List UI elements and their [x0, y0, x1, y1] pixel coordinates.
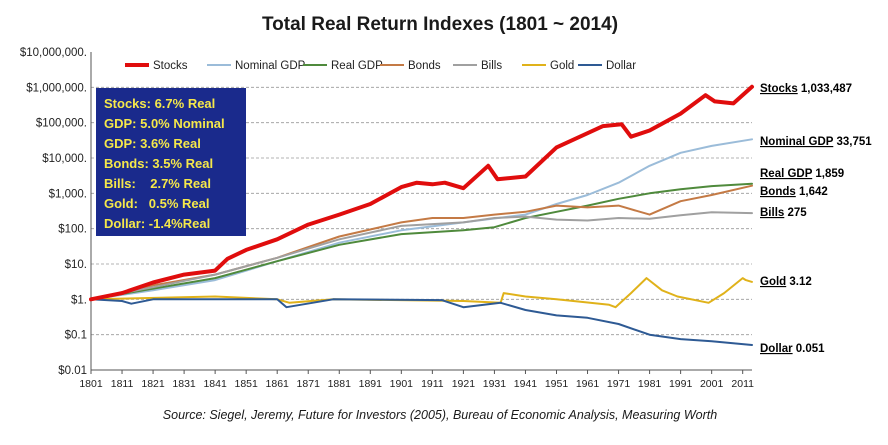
y-tick-label: $10,000. [42, 153, 87, 165]
y-tick-label: $1,000,000. [26, 82, 87, 94]
series-line-real-gdp [90, 182, 753, 301]
legend-label: Nominal GDP [235, 60, 306, 72]
x-tick-label: 1891 [359, 378, 383, 390]
series-line-bills [90, 211, 753, 301]
annotation-line: Stocks: 6.7% Real [104, 96, 215, 111]
legend: Stocks Nominal GDP Real GDP Bonds Bills Gold D… [125, 60, 636, 72]
x-tick-label: 1861 [266, 378, 290, 390]
x-tick-label: 1951 [545, 378, 569, 390]
end-label-gold: Gold 3.12 [760, 276, 812, 288]
legend-label: Bonds [408, 60, 441, 72]
x-tick-label: 1811 [111, 378, 134, 390]
x-tick-label: 1981 [638, 378, 662, 390]
x-tick-label: 1841 [203, 378, 227, 390]
chart-title: Total Real Return Indexes (1801 ~ 2014) [262, 14, 618, 35]
legend-label: Bills [481, 60, 502, 72]
series-line-stocks [89, 84, 754, 302]
annotation-line: Bills: 2.7% Real [104, 176, 211, 191]
plot-axes [90, 52, 752, 371]
x-tick-label: 1881 [328, 378, 352, 390]
y-tick-label: $100,000. [36, 118, 87, 130]
x-axis-ticks: 1801 1811 1821 1831 1841 1851 1861 1871 1881 1891… [79, 370, 754, 390]
y-tick-label: $0.01 [58, 365, 87, 377]
annotation-box-bg [96, 88, 246, 236]
annotation-line: GDP: 3.6% Real [104, 136, 201, 151]
end-label-real-gdp: Real GDP 1,859 [760, 168, 844, 180]
x-tick-label: 1901 [390, 378, 414, 390]
x-tick-label: 1941 [514, 378, 538, 390]
end-label-nominal-gdp: Nominal GDP 33,751 [760, 136, 872, 148]
end-label-bonds: Bonds 1,642 [760, 186, 828, 198]
y-tick-label: $1. [71, 294, 87, 306]
legend-label: Gold [550, 60, 574, 72]
x-tick-label: 1821 [141, 378, 165, 390]
end-label-bills: Bills 275 [760, 207, 807, 219]
x-tick-label: 1871 [297, 378, 321, 390]
series-line-gold [90, 277, 753, 309]
annotation-line: Gold: 0.5% Real [104, 196, 209, 211]
annotation-line: Dollar: -1.4%Real [104, 216, 210, 231]
annotation-line: GDP: 5.0% Nominal [104, 116, 225, 131]
series-line-nominal-gdp [90, 138, 753, 301]
x-tick-label: 1921 [452, 378, 476, 390]
end-label-stocks: Stocks 1,033,487 [760, 83, 852, 95]
legend-label: Dollar [606, 60, 636, 72]
legend-label: Real GDP [331, 60, 383, 72]
x-tick-label: 1931 [483, 378, 507, 390]
y-tick-label: $10,000,000. [20, 47, 87, 59]
end-label-dollar: Dollar 0.051 [760, 343, 825, 355]
x-tick-label: 1971 [607, 378, 631, 390]
y-tick-label: $0.1 [65, 330, 87, 342]
y-tick-label: $100. [58, 224, 87, 236]
x-tick-label: 1961 [576, 378, 600, 390]
annotation-box: Stocks: 6.7% Real GDP: 5.0% Nominal GDP: 3… [96, 88, 246, 236]
series-lines [89, 84, 754, 346]
y-tick-label: $1,000. [49, 188, 87, 200]
x-tick-label: 1991 [669, 378, 693, 390]
series-end-labels: Stocks 1,033,487 Nominal GDP 33,751 Real G… [760, 83, 872, 355]
y-axis-ticks: $10,000,000. $1,000,000. $100,000. $10,000.… [20, 47, 87, 377]
x-tick-label: 2001 [700, 378, 724, 390]
annotation-line: Bonds: 3.5% Real [104, 156, 213, 171]
x-tick-label: 2011 [731, 378, 754, 390]
series-line-dollar [90, 298, 753, 346]
y-tick-label: $10. [65, 259, 87, 271]
x-tick-label: 1831 [172, 378, 196, 390]
x-tick-label: 1851 [234, 378, 258, 390]
x-tick-label: 1911 [421, 378, 444, 390]
legend-label: Stocks [153, 60, 188, 72]
x-tick-label: 1801 [79, 378, 103, 390]
source-note: Source: Siegel, Jeremy, Future for Inves… [163, 408, 717, 422]
